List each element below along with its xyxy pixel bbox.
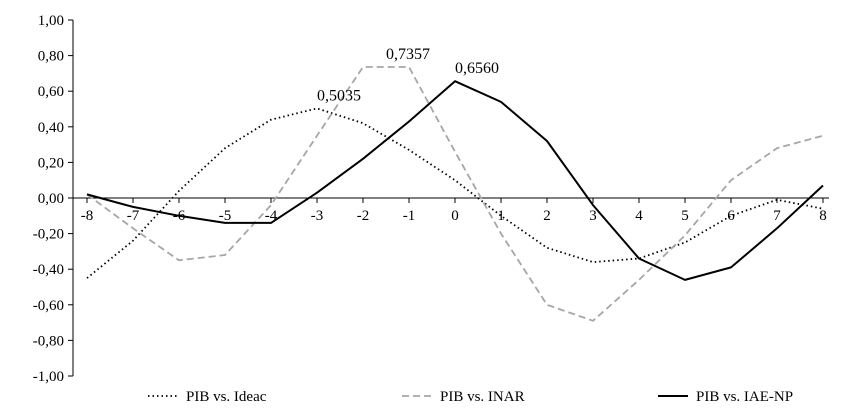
series-layer: [86, 66, 824, 322]
peak-annotation: 0,7357: [386, 46, 430, 63]
x-tick-label: 6: [727, 208, 735, 224]
y-tick-label: -0,60: [33, 298, 64, 314]
y-tick-label: 0,00: [38, 191, 64, 207]
x-tick-label: 0: [451, 208, 459, 224]
x-tick-label: 8: [819, 208, 827, 224]
y-tick-label: 0,80: [38, 49, 64, 65]
x-tick-label: 3: [589, 208, 597, 224]
y-tick-label: -0,20: [33, 227, 64, 243]
legend-label-1: PIB vs. Ideac: [186, 389, 267, 405]
legend-label-2: PIB vs. INAR: [440, 389, 525, 405]
series-line-1: [86, 107, 824, 279]
peak-annotation: 0,6560: [455, 60, 499, 77]
annotations: 0,5035 0,7357 0,6560: [317, 46, 499, 104]
x-axis-ticks: -8 -7 -6 -5 -4 -3 -2 -1 0 1 2 3 4 5 6 7 8: [81, 198, 827, 224]
x-tick-label: -1: [403, 208, 416, 224]
x-tick-label: -2: [357, 208, 370, 224]
x-tick-label: -8: [81, 208, 94, 224]
legend-label-3: PIB vs. IAE-NP: [696, 389, 793, 405]
y-tick-label: 0,20: [38, 155, 64, 171]
x-tick-label: -7: [127, 208, 140, 224]
series-line-3: [86, 80, 824, 281]
y-tick-label: 1,00: [38, 13, 64, 29]
y-axis-ticks: 1,00 0,80 0,60 0,40 0,20 0,00 -0,20 -0,40 -0,60 -…: [33, 13, 73, 385]
x-tick-label: 1: [497, 208, 505, 224]
y-tick-label: 0,40: [38, 120, 64, 136]
y-tick-label: 0,60: [38, 84, 64, 100]
x-tick-label: -5: [219, 208, 232, 224]
peak-annotation: 0,5035: [317, 87, 361, 104]
legend: PIB vs. Ideac PIB vs. INAR PIB vs. IAE-NP: [148, 389, 793, 405]
y-tick-label: -0,40: [33, 262, 64, 278]
x-tick-label: 2: [543, 208, 551, 224]
x-tick-label: -3: [311, 208, 324, 224]
x-tick-label: 7: [773, 208, 781, 224]
y-tick-label: -1,00: [33, 369, 64, 385]
y-tick-label: -0,80: [33, 333, 64, 349]
x-tick-label: 5: [681, 208, 689, 224]
x-tick-label: 4: [635, 208, 643, 224]
series-line-2: [86, 66, 824, 322]
